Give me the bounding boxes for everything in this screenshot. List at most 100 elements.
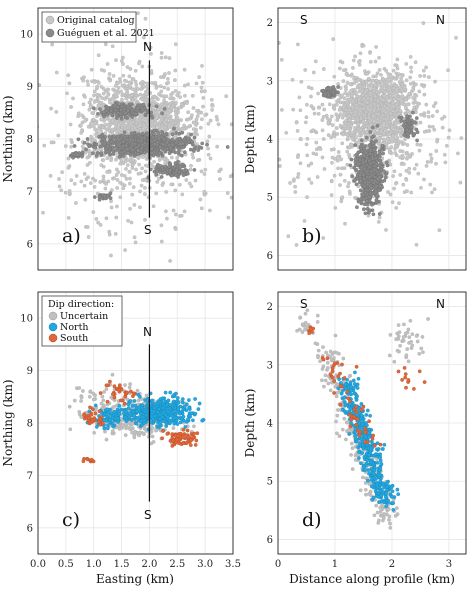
- data-point: [192, 168, 197, 172]
- data-point: [115, 186, 119, 190]
- data-point: [180, 126, 184, 131]
- data-point: [414, 93, 419, 98]
- data-point: [158, 145, 163, 149]
- data-point: [414, 162, 419, 167]
- data-point: [161, 157, 166, 161]
- data-point: [292, 177, 296, 182]
- data-point: [188, 147, 193, 152]
- data-point: [110, 127, 115, 132]
- data-point: [377, 154, 382, 159]
- data-point: [115, 178, 120, 182]
- data-point: [135, 106, 140, 111]
- data-point: [392, 139, 397, 144]
- data-point: [272, 150, 275, 153]
- data-point: [293, 184, 297, 189]
- data-point: [72, 144, 77, 148]
- data-point: [417, 89, 422, 94]
- data-point: [399, 76, 403, 81]
- data-point: [155, 169, 159, 173]
- data-point: [370, 78, 375, 83]
- data-point: [202, 189, 207, 194]
- data-point: [304, 142, 309, 147]
- data-point: [278, 164, 282, 168]
- data-point: [307, 177, 312, 182]
- data-point: [85, 155, 90, 160]
- data-point: [130, 92, 134, 97]
- data-point: [87, 144, 92, 149]
- data-point: [374, 78, 379, 83]
- data-point: [96, 220, 100, 225]
- data-point: [341, 79, 346, 83]
- data-point: [122, 183, 127, 188]
- data-point: [171, 103, 176, 108]
- data-point: [166, 111, 170, 116]
- data-point: [105, 144, 110, 149]
- data-point: [132, 235, 137, 240]
- data-point: [414, 82, 418, 87]
- data-point: [143, 169, 148, 174]
- data-point: [370, 125, 375, 130]
- data-point: [371, 74, 376, 79]
- data-point: [386, 132, 391, 137]
- data-point: [392, 169, 397, 174]
- data-point: [347, 118, 352, 123]
- data-point: [349, 157, 354, 162]
- data-point: [166, 114, 171, 119]
- data-point: [426, 110, 431, 115]
- data-point: [363, 150, 368, 155]
- data-point: [54, 70, 59, 75]
- data-point: [305, 195, 309, 199]
- data-point: [195, 158, 200, 163]
- data-point: [103, 196, 108, 201]
- data-point: [85, 79, 90, 84]
- data-point: [105, 62, 110, 66]
- data-point: [143, 16, 148, 21]
- data-point: [180, 130, 185, 135]
- data-point: [160, 153, 165, 158]
- data-point: [391, 68, 396, 73]
- data-point: [208, 156, 213, 161]
- data-point: [309, 161, 314, 166]
- data-point: [424, 65, 428, 70]
- data-point: [368, 151, 372, 156]
- data-point: [368, 208, 373, 213]
- data-point: [143, 112, 148, 117]
- data-point: [98, 107, 102, 111]
- data-point: [197, 75, 202, 79]
- data-point: [92, 89, 97, 94]
- data-point: [359, 116, 364, 121]
- data-point: [143, 178, 148, 182]
- data-point: [382, 169, 386, 173]
- data-point: [140, 79, 145, 84]
- data-point: [103, 42, 108, 47]
- data-point: [140, 131, 145, 136]
- data-point: [84, 147, 88, 152]
- data-point: [137, 162, 141, 167]
- data-point: [167, 151, 172, 156]
- data-point: [424, 102, 429, 107]
- data-point: [392, 186, 396, 191]
- data-point: [106, 88, 110, 92]
- data-point: [340, 93, 344, 98]
- data-point: [195, 132, 199, 137]
- data-point: [180, 102, 184, 106]
- data-point: [364, 79, 369, 84]
- data-point: [370, 135, 374, 140]
- data-point: [229, 195, 233, 200]
- data-point: [144, 163, 148, 168]
- data-point: [175, 168, 179, 172]
- data-point: [50, 42, 55, 47]
- data-point: [389, 145, 394, 149]
- data-point: [303, 68, 308, 72]
- data-point: [182, 83, 187, 88]
- data-point: [133, 240, 138, 245]
- data-point: [82, 140, 87, 145]
- data-point: [174, 212, 178, 217]
- data-point: [118, 77, 122, 81]
- data-point: [389, 115, 394, 120]
- data-point: [360, 130, 365, 135]
- data-point: [299, 79, 304, 84]
- data-point: [117, 154, 122, 159]
- data-point: [168, 96, 173, 101]
- data-point: [121, 55, 125, 60]
